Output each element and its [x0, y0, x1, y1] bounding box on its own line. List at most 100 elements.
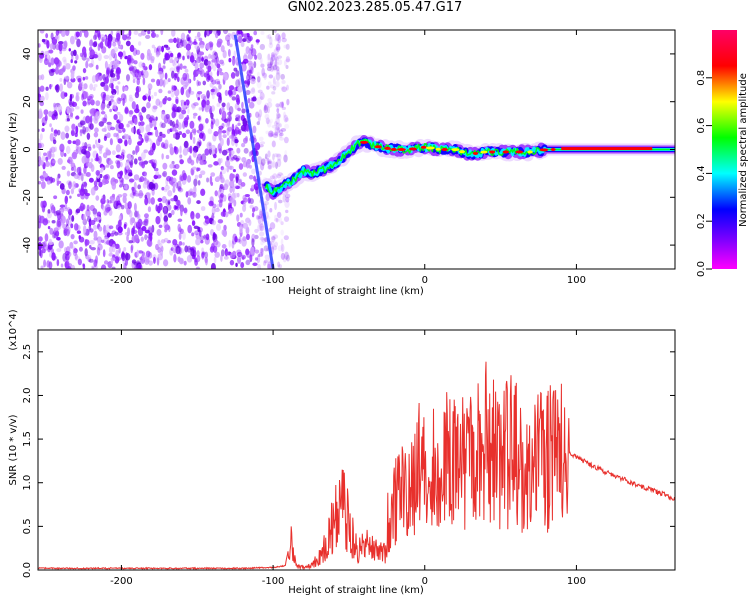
spectrogram-noise-cell — [261, 237, 265, 243]
spectrogram-noise-cell — [164, 184, 170, 191]
spectrogram-noise-cell — [147, 95, 151, 102]
spectrogram-noise-cell — [258, 144, 264, 148]
spectrogram-noise-cell — [133, 174, 140, 181]
spectrogram-noise-cell — [144, 197, 149, 206]
spectrogram-noise-cell — [46, 40, 50, 49]
spectrogram-noise-cell — [164, 139, 169, 149]
spectrogram-noise-cell — [164, 53, 171, 61]
spectrogram-noise-cell — [195, 233, 200, 240]
spectrogram-noise-cell — [163, 215, 169, 223]
spectrogram-noise-cell — [137, 32, 143, 37]
spectrogram-noise-cell — [267, 263, 271, 269]
spectrogram-noise-cell — [53, 112, 58, 117]
spectrogram-noise-cell — [168, 225, 171, 233]
spectrogram-noise-cell — [106, 63, 111, 68]
spectrogram-noise-cell — [97, 32, 101, 41]
figure-title: GN02.2023.285.05.47.G17 — [287, 0, 463, 15]
snr-plot-area — [38, 330, 675, 570]
spectrogram-noise-cell — [177, 203, 181, 208]
spectrogram-noise-cell — [259, 247, 264, 253]
spectrogram-noise-cell — [64, 125, 70, 133]
spectrogram-noise-cell — [281, 79, 286, 85]
spectrogram-noise-cell — [237, 85, 243, 93]
spectrogram-noise-cell — [271, 236, 276, 241]
spectrogram-noise-cell — [81, 93, 85, 101]
spectrogram-noise-cell — [105, 69, 110, 78]
spectrogram-noise-cell — [224, 248, 228, 257]
spectrogram-noise-cell — [97, 138, 101, 144]
spectrogram-noise-cell — [201, 253, 205, 260]
spectrogram-noise-cell — [65, 189, 70, 196]
spectrogram-noise-cell — [53, 195, 58, 200]
spectrogram-noise-cell — [258, 109, 263, 118]
spectrogram-noise-cell — [179, 174, 183, 182]
spectrogram-noise-cell — [205, 73, 211, 83]
spectrogram-noise-cell — [87, 95, 93, 99]
spectrogram-noise-cell — [151, 120, 155, 125]
spectrogram-noise-cell — [148, 64, 153, 71]
spectrogram-noise-cell — [56, 236, 61, 241]
spectrogram-noise-cell — [138, 192, 144, 197]
spectrogram-noise-cell — [277, 261, 281, 268]
spectrogram-noise-cell — [260, 96, 263, 100]
spectrogram-noise-cell — [198, 67, 203, 71]
spectrogram-noise-cell — [155, 98, 161, 106]
x-tick-label: -200 — [110, 576, 133, 587]
spectrogram-noise-cell — [279, 132, 284, 137]
spectrogram-noise-cell — [275, 217, 279, 223]
spectrogram-noise-cell — [206, 177, 210, 183]
spectrogram-noise-cell — [82, 68, 87, 74]
spectrogram-noise-cell — [64, 250, 70, 256]
spectrogram-noise-cell — [96, 216, 102, 221]
spectrogram-noise-cell — [136, 218, 143, 228]
spectrogram-noise-cell — [83, 83, 88, 90]
spectrogram-noise-cell — [247, 60, 253, 66]
spectrogram-noise-cell — [136, 75, 141, 81]
spectrogram-noise-cell — [210, 112, 214, 120]
spectrogram-noise-cell — [197, 115, 201, 121]
spectrogram-noise-cell — [48, 69, 55, 77]
spectrogram-noise-cell — [63, 75, 70, 80]
spectrogram-noise-cell — [125, 161, 130, 170]
spectrogram-noise-cell — [38, 236, 43, 242]
spectrogram-noise-cell — [256, 52, 262, 60]
spectrogram-noise-cell — [285, 43, 290, 50]
spectrogram-noise-cell — [275, 69, 280, 75]
spectrogram-noise-cell — [89, 239, 95, 245]
spectrogram-hotspot — [515, 150, 524, 154]
spectrogram-noise-cell — [70, 59, 73, 64]
spectrogram-noise-cell — [280, 229, 284, 236]
spectrogram-noise-cell — [66, 81, 73, 89]
spectrogram-noise-cell — [45, 161, 51, 168]
spectrogram-noise-cell — [187, 190, 193, 197]
spectrogram-noise-cell — [95, 64, 99, 70]
spectrogram-noise-cell — [176, 38, 182, 44]
spectrogram-noise-cell — [80, 183, 84, 193]
spectrogram-noise-cell — [117, 138, 123, 144]
spectrogram-noise-cell — [269, 207, 273, 213]
spectrogram-noise-cell — [111, 150, 116, 156]
spectrogram-noise-cell — [126, 234, 129, 242]
spectrogram-noise-cell — [196, 70, 201, 75]
spectrogram-noise-cell — [143, 213, 149, 219]
spectrogram-noise-cell — [257, 223, 263, 232]
spectrogram-noise-cell — [99, 41, 104, 49]
spectrogram-noise-cell — [151, 105, 157, 113]
spectrogram-noise-cell — [265, 246, 269, 250]
spectrogram-noise-cell — [270, 240, 275, 250]
spectrogram-noise-cell — [194, 174, 199, 180]
spectrogram-noise-cell — [247, 197, 251, 204]
spectrogram-noise-cell — [164, 72, 168, 80]
spectrogram-noise-cell — [277, 217, 283, 223]
spectrogram-noise-cell — [128, 240, 134, 244]
spectrogram-noise-cell — [117, 204, 121, 210]
spectrogram-noise-cell — [64, 203, 68, 210]
spectrogram-noise-cell — [171, 30, 176, 37]
spectrogram-noise-cell — [280, 221, 284, 226]
spectrogram-noise-cell — [237, 107, 241, 112]
spectrogram-noise-cell — [115, 123, 121, 132]
spectrogram-noise-cell — [40, 200, 44, 209]
spectrogram-noise-cell — [122, 85, 125, 93]
spectrogram-noise-cell — [80, 109, 84, 114]
spectrogram-noise-cell — [267, 132, 274, 138]
